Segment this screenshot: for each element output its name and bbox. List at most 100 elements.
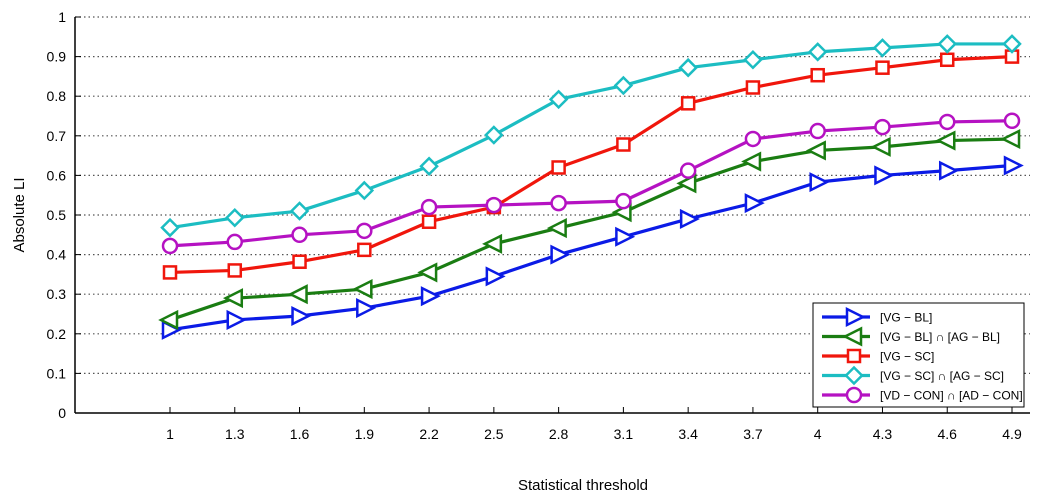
- diamond-marker: [937, 34, 958, 54]
- circle-marker: [809, 122, 826, 140]
- x-tick-label: 2.2: [419, 426, 439, 442]
- square-marker: [810, 67, 825, 83]
- square-marker: [292, 254, 307, 269]
- square-marker: [357, 242, 372, 258]
- triangle-left-marker: [805, 140, 826, 161]
- square-marker: [227, 263, 243, 278]
- triangle-right-marker: [845, 306, 866, 328]
- x-tick-label: 2.8: [549, 426, 569, 442]
- triangle-right-marker: [291, 305, 312, 327]
- square-marker: [616, 137, 631, 152]
- circle-marker: [615, 192, 632, 210]
- triangle-left-marker: [222, 288, 244, 309]
- series-1-line: [169, 163, 1013, 332]
- y-tick-label: 0.5: [47, 207, 67, 223]
- diamond-marker: [160, 217, 180, 238]
- y-tick-label: 0.9: [47, 49, 67, 65]
- y-tick-label: 1: [58, 9, 66, 25]
- triangle-left-marker: [935, 130, 956, 151]
- series-5-line: [169, 119, 1013, 248]
- x-tick-label: 2.5: [484, 426, 504, 442]
- diamond-marker: [678, 57, 698, 78]
- square-marker: [551, 160, 566, 175]
- triangle-left-marker: [546, 218, 567, 239]
- square-marker: [875, 60, 890, 75]
- square-marker: [162, 265, 178, 280]
- series-2-line: [169, 137, 1013, 322]
- y-tick-label: 0.6: [47, 167, 67, 183]
- triangle-right-marker: [485, 266, 506, 287]
- axes: [74, 17, 1030, 414]
- legend-label: [VG − BL] ∩ [AG − BL]: [880, 330, 1000, 344]
- series-4-line: [169, 42, 1013, 230]
- diamond-marker: [844, 365, 864, 386]
- y-tick-label: 0.2: [47, 326, 67, 342]
- series-5: [161, 112, 1021, 255]
- x-tick-label: 3.7: [743, 426, 763, 442]
- series-3-line: [169, 55, 1013, 275]
- diamond-marker: [354, 180, 375, 201]
- x-axis-title: Statistical threshold: [518, 477, 648, 494]
- triangle-left-marker: [482, 233, 503, 254]
- circle-marker: [1003, 112, 1021, 130]
- triangle-right-marker: [615, 226, 636, 247]
- circle-marker: [226, 233, 244, 251]
- triangle-left-marker: [741, 151, 762, 172]
- x-tick-label: 1.3: [225, 426, 245, 442]
- y-axis-title: Absolute LI: [11, 177, 28, 252]
- triangle-left-marker: [158, 309, 179, 330]
- x-tick-label: 4: [814, 426, 822, 442]
- circle-marker: [845, 386, 863, 404]
- y-tick-label: 0.7: [47, 128, 67, 144]
- triangle-right-marker: [744, 193, 765, 214]
- square-marker: [939, 52, 955, 68]
- diamond-marker: [613, 75, 634, 96]
- circle-marker: [485, 196, 503, 214]
- legend-label: [VG − BL]: [880, 311, 932, 325]
- triangle-left-marker: [1000, 128, 1021, 149]
- triangle-right-marker: [550, 244, 571, 265]
- series-1: [161, 155, 1024, 340]
- triangle-right-marker: [420, 286, 441, 307]
- triangle-left-marker: [870, 136, 891, 157]
- diamond-marker: [225, 208, 245, 228]
- legend-label: [VG − SC] ∩ [AG − SC]: [880, 369, 1004, 383]
- diamond-marker: [484, 125, 504, 145]
- square-marker: [421, 214, 437, 229]
- circle-marker: [938, 113, 956, 131]
- diamond-marker: [1002, 34, 1022, 54]
- triangle-left-marker: [676, 173, 697, 194]
- triangle-right-marker: [226, 309, 247, 330]
- triangle-right-marker: [809, 172, 830, 193]
- diamond-marker: [807, 42, 828, 62]
- x-tick-label: 4.9: [1002, 426, 1022, 442]
- diamond-marker: [419, 156, 439, 177]
- series-3: [162, 49, 1020, 280]
- y-tick-label: 0.1: [47, 365, 67, 381]
- x-tick-label: 1.6: [290, 426, 310, 442]
- x-tick-labels: 1 1.3 1.6 1.9 2.2 2.5 2.8 3.1 3.4 3.7 4 4.3 4.6 4.9: [166, 426, 1022, 442]
- circle-marker: [161, 237, 179, 255]
- y-tick-label: 0.8: [47, 88, 67, 104]
- circle-marker: [679, 162, 697, 179]
- x-tick-label: 1.9: [355, 426, 375, 442]
- circle-marker: [550, 194, 567, 212]
- square-marker: [680, 96, 696, 111]
- triangle-right-marker: [356, 298, 377, 319]
- diamond-marker: [548, 89, 569, 110]
- series-4: [160, 34, 1022, 238]
- x-tick-label: 4.6: [938, 426, 958, 442]
- legend: [VG − BL] [VG − BL] ∩ [AG − BL] [VG − SC] […: [812, 302, 1025, 408]
- x-tick-label: 3.4: [678, 426, 698, 442]
- triangle-left-marker: [287, 284, 308, 305]
- x-tick-label: 4.3: [873, 426, 893, 442]
- square-marker: [745, 80, 761, 95]
- triangle-left-marker: [417, 262, 438, 283]
- circle-marker: [420, 198, 438, 216]
- circle-marker: [356, 222, 373, 240]
- triangle-left-marker: [842, 326, 863, 347]
- series-2: [158, 128, 1021, 330]
- triangle-left-marker: [352, 279, 373, 300]
- diamond-marker: [289, 201, 310, 221]
